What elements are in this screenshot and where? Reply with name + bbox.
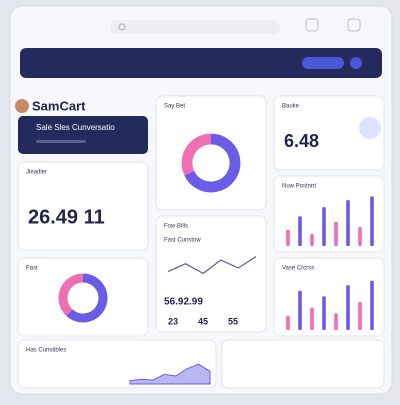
avatar[interactable] <box>15 99 29 113</box>
bar <box>310 234 314 246</box>
bar <box>358 227 362 246</box>
icon-button[interactable] <box>305 18 319 32</box>
card-title: Vase Crcrss <box>282 266 314 272</box>
card <box>221 339 385 389</box>
search-box[interactable] <box>110 20 280 34</box>
action-button[interactable] <box>302 57 344 69</box>
bar <box>346 200 350 246</box>
area-chart <box>129 363 211 385</box>
line-chart <box>167 255 257 275</box>
bar <box>358 302 362 330</box>
card <box>155 215 267 333</box>
card-title: Fast <box>26 266 38 272</box>
card-title: Nuw Postnnt <box>282 184 316 190</box>
card-title: Jleadler <box>26 170 47 176</box>
donut-segment <box>184 133 241 193</box>
bar <box>370 196 374 246</box>
stat-value: 45 <box>198 316 208 326</box>
big-value: 26.49 11 <box>28 206 105 228</box>
bar <box>322 296 326 330</box>
card-subtitle: Fast Cunstow <box>164 238 201 244</box>
bar <box>286 229 290 246</box>
card-title: Say Bet <box>164 104 185 110</box>
banner-title: Sale Sles Cunversatio <box>36 123 115 132</box>
bar <box>370 280 374 330</box>
bar <box>310 307 314 330</box>
brand: SamCart <box>32 98 86 113</box>
big-value: 6.48 <box>284 131 319 151</box>
bar <box>334 313 338 330</box>
action-icon[interactable] <box>350 57 362 69</box>
card <box>155 95 267 211</box>
card <box>17 257 149 337</box>
card-title: Bauke <box>282 104 300 110</box>
banner-line <box>36 140 86 143</box>
card-title: Has Cunstibles <box>26 348 66 354</box>
card-title: Fow Bills <box>164 224 188 230</box>
bar <box>298 290 302 330</box>
bar <box>346 285 350 330</box>
bar <box>298 216 302 246</box>
banner <box>18 116 148 154</box>
bar <box>334 221 338 246</box>
search-icon <box>118 23 126 31</box>
cards: Jleadler 26.49 11 Fast Say Bet Fow Bills Fast… <box>17 95 385 389</box>
stat-value: 23 <box>168 316 178 326</box>
icon-button[interactable] <box>347 18 361 32</box>
nav-bar <box>20 48 382 78</box>
bar <box>286 316 290 330</box>
stat-value: 55 <box>228 316 238 326</box>
badge <box>359 117 381 139</box>
donut-segment <box>66 273 108 323</box>
card <box>273 95 385 171</box>
donut-segment <box>58 273 84 316</box>
card <box>17 161 149 251</box>
bar <box>322 207 326 246</box>
donut-segment <box>181 133 212 176</box>
big-value: 56.92.99 <box>164 297 203 308</box>
